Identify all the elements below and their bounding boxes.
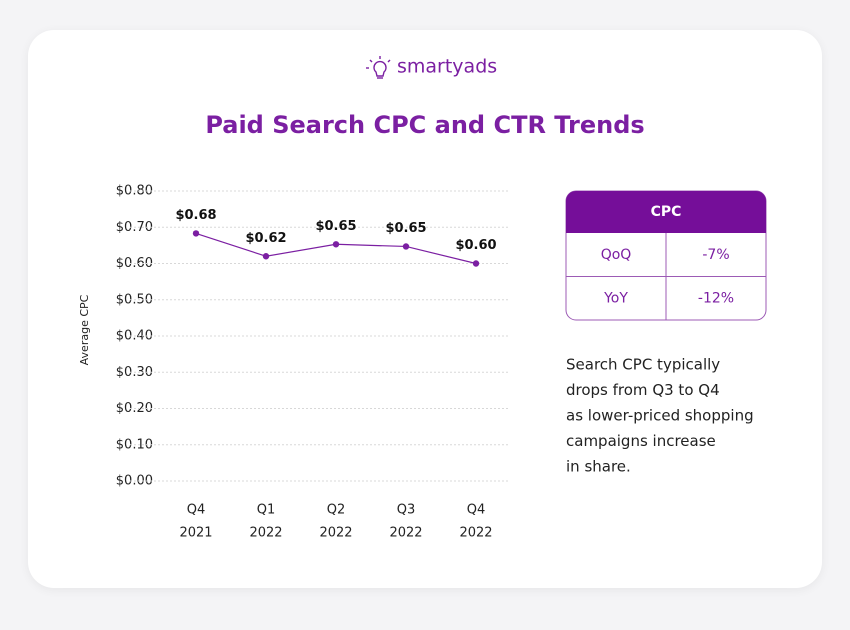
x-tick-label: 2022 — [459, 526, 492, 541]
logo-icon — [366, 56, 391, 79]
x-tick-label: Q3 — [397, 503, 416, 518]
data-label: $0.65 — [315, 219, 356, 234]
table-cell: -7% — [702, 247, 729, 263]
x-tick-label: 2021 — [179, 526, 212, 541]
point — [262, 253, 270, 260]
table-cell: YoY — [603, 290, 628, 306]
note: in share. — [566, 458, 631, 476]
note: Search CPC typically — [566, 356, 720, 374]
data-label: $0.65 — [385, 221, 426, 236]
x-tick-label: 2022 — [249, 526, 282, 541]
line — [195, 232, 477, 265]
point — [332, 241, 340, 248]
chart-title: Paid Search CPC and CTR Trends — [205, 111, 644, 139]
x-tick-label: Q4 — [187, 503, 206, 518]
data-label: $0.60 — [455, 238, 496, 253]
x-tick-label: 2022 — [389, 526, 422, 541]
note: drops from Q3 to Q4 — [566, 381, 720, 399]
x-tick-label: 2022 — [319, 526, 352, 541]
point — [472, 260, 480, 267]
brand: smartyads — [397, 56, 497, 78]
data-label: $0.68 — [175, 208, 216, 223]
note: campaigns increase — [566, 432, 716, 450]
table-header-bg — [566, 191, 766, 233]
x-tick-label: Q1 — [257, 503, 276, 518]
x-tick-label: Q4 — [467, 503, 486, 518]
point — [192, 230, 200, 237]
data-label: $0.62 — [245, 231, 286, 246]
table-header: CPC — [651, 204, 682, 220]
point — [402, 243, 410, 250]
x-tick-label: Q2 — [327, 503, 346, 518]
table-cell: -12% — [698, 290, 734, 306]
y-axis-label: Average CPC — [78, 294, 91, 365]
note: as lower-priced shopping — [566, 407, 754, 425]
table-cell: QoQ — [601, 247, 632, 263]
